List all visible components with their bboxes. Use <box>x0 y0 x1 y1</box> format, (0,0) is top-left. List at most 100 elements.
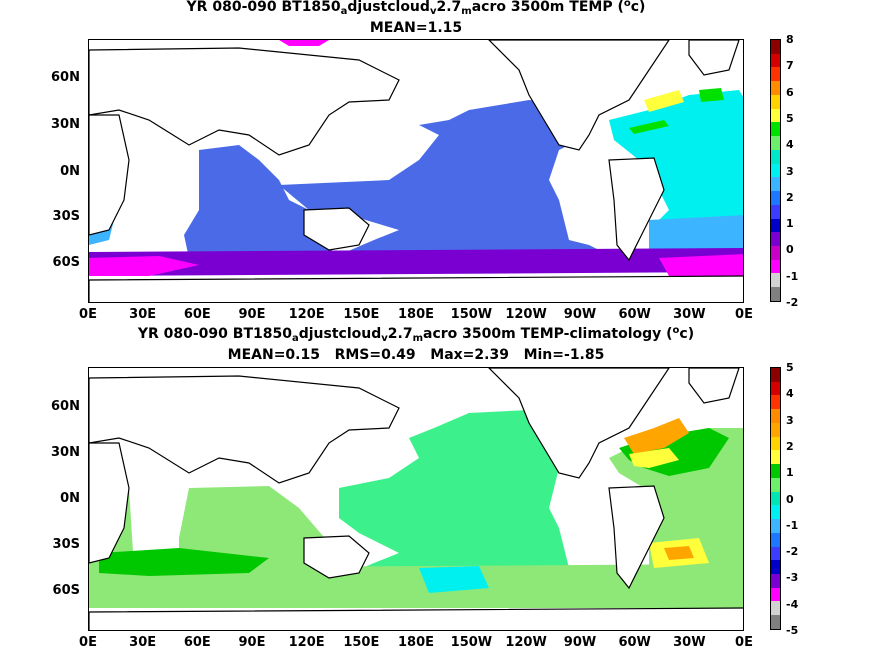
colorbar-swatch <box>771 532 780 547</box>
lon-label: 150W <box>450 307 493 322</box>
panel1-map <box>88 39 744 303</box>
colorbar-label: -3 <box>786 571 799 585</box>
top-southern-magenta-e <box>659 254 743 276</box>
colorbar-swatch <box>771 149 780 164</box>
colorbar-swatch <box>771 94 780 109</box>
lon-label: 90E <box>238 307 266 322</box>
colorbar-swatch <box>771 40 780 54</box>
top-land-africa <box>89 114 130 236</box>
colorbar-swatch <box>771 273 780 288</box>
colorbar-swatch <box>771 464 780 478</box>
colorbar-swatch <box>771 422 780 437</box>
top-land-samerica <box>608 157 665 262</box>
lon-label: 0E <box>735 307 753 322</box>
colorbar-label: -2 <box>786 545 799 559</box>
panel2-lat-60S: 60S <box>52 583 80 598</box>
colorbar-label: 5 <box>786 361 794 374</box>
colorbar-swatch <box>771 546 780 561</box>
top-indian-field <box>184 145 339 262</box>
top-land-namerica <box>488 40 670 151</box>
lon-label: 120E <box>288 635 325 650</box>
top-southern-magenta-w <box>89 256 199 276</box>
colorbar-swatch <box>771 560 780 575</box>
colorbar-label: 4 <box>786 138 794 152</box>
lon-label: 0E <box>79 635 97 650</box>
lon-label: 60E <box>183 635 211 650</box>
colorbar-label: 5 <box>786 111 794 125</box>
top-green-stripe <box>629 120 669 134</box>
panel1-stats: MEAN=1.15 <box>369 20 463 36</box>
panel1-lat-30S: 30S <box>52 209 80 224</box>
lon-label: 60W <box>618 307 651 322</box>
colorbar-label: 8 <box>786 33 794 46</box>
panel2-lat-60N: 60N <box>51 399 80 414</box>
top-southern-purple <box>89 248 743 276</box>
colorbar-label: 4 <box>786 387 794 401</box>
bot-southern-green <box>99 548 269 576</box>
lon-label: 30E <box>129 307 157 322</box>
panel2-lat-30S: 30S <box>52 537 80 552</box>
colorbar-label: -1 <box>786 518 799 532</box>
colorbar-label: 3 <box>786 164 794 178</box>
colorbar-swatch <box>771 477 780 492</box>
bot-atlantic-yellow <box>629 448 679 468</box>
top-land-eurasia <box>89 47 400 156</box>
bot-southern-cyan <box>419 566 489 593</box>
panel2-title: YR 080-090 BT1850adjustcloudv2.7macro 35… <box>137 325 695 344</box>
panel2-colorbar <box>770 367 781 630</box>
top-land-antarctica <box>89 275 743 302</box>
colorbar-swatch <box>771 218 780 233</box>
colorbar-swatch <box>771 615 780 629</box>
colorbar-swatch <box>771 395 780 410</box>
lon-label: 150W <box>450 635 493 650</box>
lon-label: 0E <box>79 307 97 322</box>
lon-label: 90E <box>238 635 266 650</box>
lon-label: 90W <box>563 307 597 322</box>
panel2-map <box>88 367 744 631</box>
top-north-magenta <box>279 40 329 46</box>
colorbar-swatch <box>771 436 780 451</box>
colorbar-swatch <box>771 108 780 123</box>
lon-label: 30E <box>129 635 157 650</box>
colorbar-swatch <box>771 232 780 247</box>
panel1-lat-60S: 60S <box>52 255 80 270</box>
top-land-australia <box>303 207 370 251</box>
bot-southatl-orange <box>664 546 694 560</box>
colorbar-swatch <box>771 259 780 274</box>
lon-label: 150E <box>343 307 380 322</box>
top-land-greenland <box>688 40 740 76</box>
colorbar-label: -1 <box>786 269 799 283</box>
colorbar-swatch <box>771 246 780 260</box>
colorbar-swatch <box>771 67 780 82</box>
colorbar-label: 0 <box>786 492 794 506</box>
panel1-lat-60N: 60N <box>51 70 80 85</box>
colorbar-label: 1 <box>786 217 794 231</box>
colorbar-swatch <box>771 204 780 219</box>
lon-label: 60W <box>618 635 651 650</box>
lon-label: 90W <box>563 635 597 650</box>
colorbar-label: 3 <box>786 413 794 427</box>
colorbar-swatch <box>771 491 780 506</box>
colorbar-label: -2 <box>786 296 799 309</box>
colorbar-swatch <box>771 191 780 205</box>
panel1-lat-0N: 0N <box>60 164 80 179</box>
panel2-lat-0N: 0N <box>60 491 80 506</box>
colorbar-label: 6 <box>786 85 794 99</box>
top-green-patch <box>699 88 724 102</box>
colorbar-label: -4 <box>786 597 799 611</box>
colorbar-label: 2 <box>786 439 794 453</box>
colorbar-label: 7 <box>786 59 794 73</box>
panel2-lat-30N: 30N <box>51 445 80 460</box>
colorbar-swatch <box>771 409 780 423</box>
lon-label: 120W <box>505 635 547 650</box>
lon-label: 180E <box>397 635 435 650</box>
colorbar-swatch <box>771 450 780 465</box>
top-pacific-field <box>279 100 649 272</box>
colorbar-swatch <box>771 519 780 533</box>
bot-pacific-field <box>339 410 649 596</box>
top-yellow-patch <box>644 90 684 112</box>
colorbar-swatch <box>771 81 780 95</box>
lon-label: 180E <box>397 307 435 322</box>
bot-southern-field <box>89 564 743 608</box>
lon-label: 120W <box>505 307 547 322</box>
